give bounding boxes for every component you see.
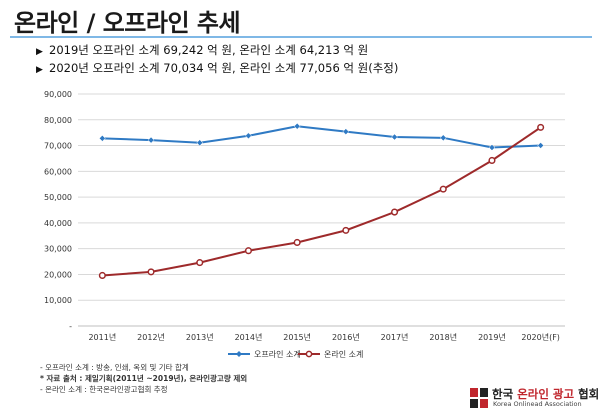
data-point	[488, 144, 496, 151]
bullet-2020: ▶ 2020년 오프라인 소계 70,034 억 원, 온라인 소계 77,056…	[36, 60, 398, 78]
data-point	[293, 122, 301, 130]
data-point	[98, 134, 106, 142]
data-point	[147, 136, 155, 144]
y-tick-label: 20,000	[44, 270, 72, 279]
x-tick-label: 2014년	[235, 332, 263, 342]
series-line	[102, 126, 542, 277]
footnote-online: - 온라인 소계 : 한국온라인광고협회 추정	[40, 385, 168, 394]
data-point	[196, 139, 204, 147]
data-point	[439, 185, 447, 193]
x-tick-label: 2019년	[478, 332, 506, 342]
trend-line-chart: - 10,000 20,000 30,000 40,000 50,000 60,000 70,…	[44, 90, 565, 359]
y-tick-label: 90,000	[44, 90, 72, 99]
x-tick-label: 2011년	[88, 332, 116, 342]
bullet-text: 2019년 오프라인 소계 69,242 억 원, 온라인 소계 64,213 …	[49, 43, 369, 57]
data-point	[342, 226, 350, 234]
x-tick-label: 2020년(F)	[521, 332, 560, 342]
y-tick-label: 60,000	[44, 167, 72, 176]
association-logo: 한국 온라인 광고 협회 Korea Onlinead Association	[470, 386, 600, 410]
legend-marker	[305, 350, 313, 358]
x-tick-label: 2012년	[137, 332, 165, 342]
data-point	[537, 142, 545, 149]
data-point	[488, 156, 496, 165]
data-point	[98, 271, 106, 280]
bullet-2019: ▶ 2019년 오프라인 소계 69,242 억 원, 온라인 소계 64,213…	[36, 42, 398, 60]
data-point	[293, 238, 301, 247]
x-tick-label: 2013년	[186, 332, 214, 342]
data-point	[342, 128, 350, 135]
bullet-triangle-icon: ▶	[36, 47, 43, 57]
data-point	[537, 123, 545, 131]
x-tick-label: 2015년	[283, 332, 311, 342]
footnotes: - 오프라인 소계 : 방송, 인쇄, 옥외 및 기타 합계 * 자료 출처 :…	[40, 362, 247, 395]
data-point	[391, 133, 398, 141]
legend-label: 오프라인 소계	[254, 349, 301, 359]
x-tick-label: 2018년	[429, 332, 457, 342]
y-tick-label: 70,000	[44, 142, 72, 151]
bullet-triangle-icon: ▶	[36, 65, 43, 75]
summary-bullets: ▶ 2019년 오프라인 소계 69,242 억 원, 온라인 소계 64,213…	[36, 42, 398, 78]
title-divider	[10, 36, 592, 38]
data-point	[244, 247, 252, 255]
y-tick-label: -	[69, 322, 72, 331]
data-point	[196, 259, 204, 267]
y-tick-label: 40,000	[44, 219, 72, 228]
y-tick-label: 80,000	[44, 116, 72, 125]
association-logo-icon	[470, 388, 488, 408]
legend-marker	[236, 351, 242, 357]
data-point	[391, 208, 399, 216]
y-tick-label: 30,000	[44, 245, 72, 254]
footnote-offline: - 오프라인 소계 : 방송, 인쇄, 옥외 및 기타 합계	[40, 363, 189, 372]
association-english-name: Korea Onlinead Association	[493, 400, 582, 408]
footnote-source: * 자료 출처 : 제일기획(2011년 ~2019년), 온라인광고량 제외	[40, 374, 248, 383]
page-title: 온라인 / 오프라인 추세	[14, 9, 241, 37]
y-tick-label: 10,000	[44, 296, 72, 305]
legend-label: 온라인 소계	[324, 349, 363, 359]
data-point	[439, 134, 447, 142]
data-point	[245, 132, 252, 140]
series-line	[102, 125, 541, 149]
x-tick-label: 2017년	[381, 332, 409, 342]
bullet-text: 2020년 오프라인 소계 70,034 억 원, 온라인 소계 77,056 …	[49, 61, 399, 75]
y-tick-label: 50,000	[44, 193, 72, 202]
x-tick-label: 2016년	[332, 332, 360, 342]
association-name: 한국 온라인 광고 협회	[492, 387, 600, 401]
data-point	[147, 268, 155, 276]
